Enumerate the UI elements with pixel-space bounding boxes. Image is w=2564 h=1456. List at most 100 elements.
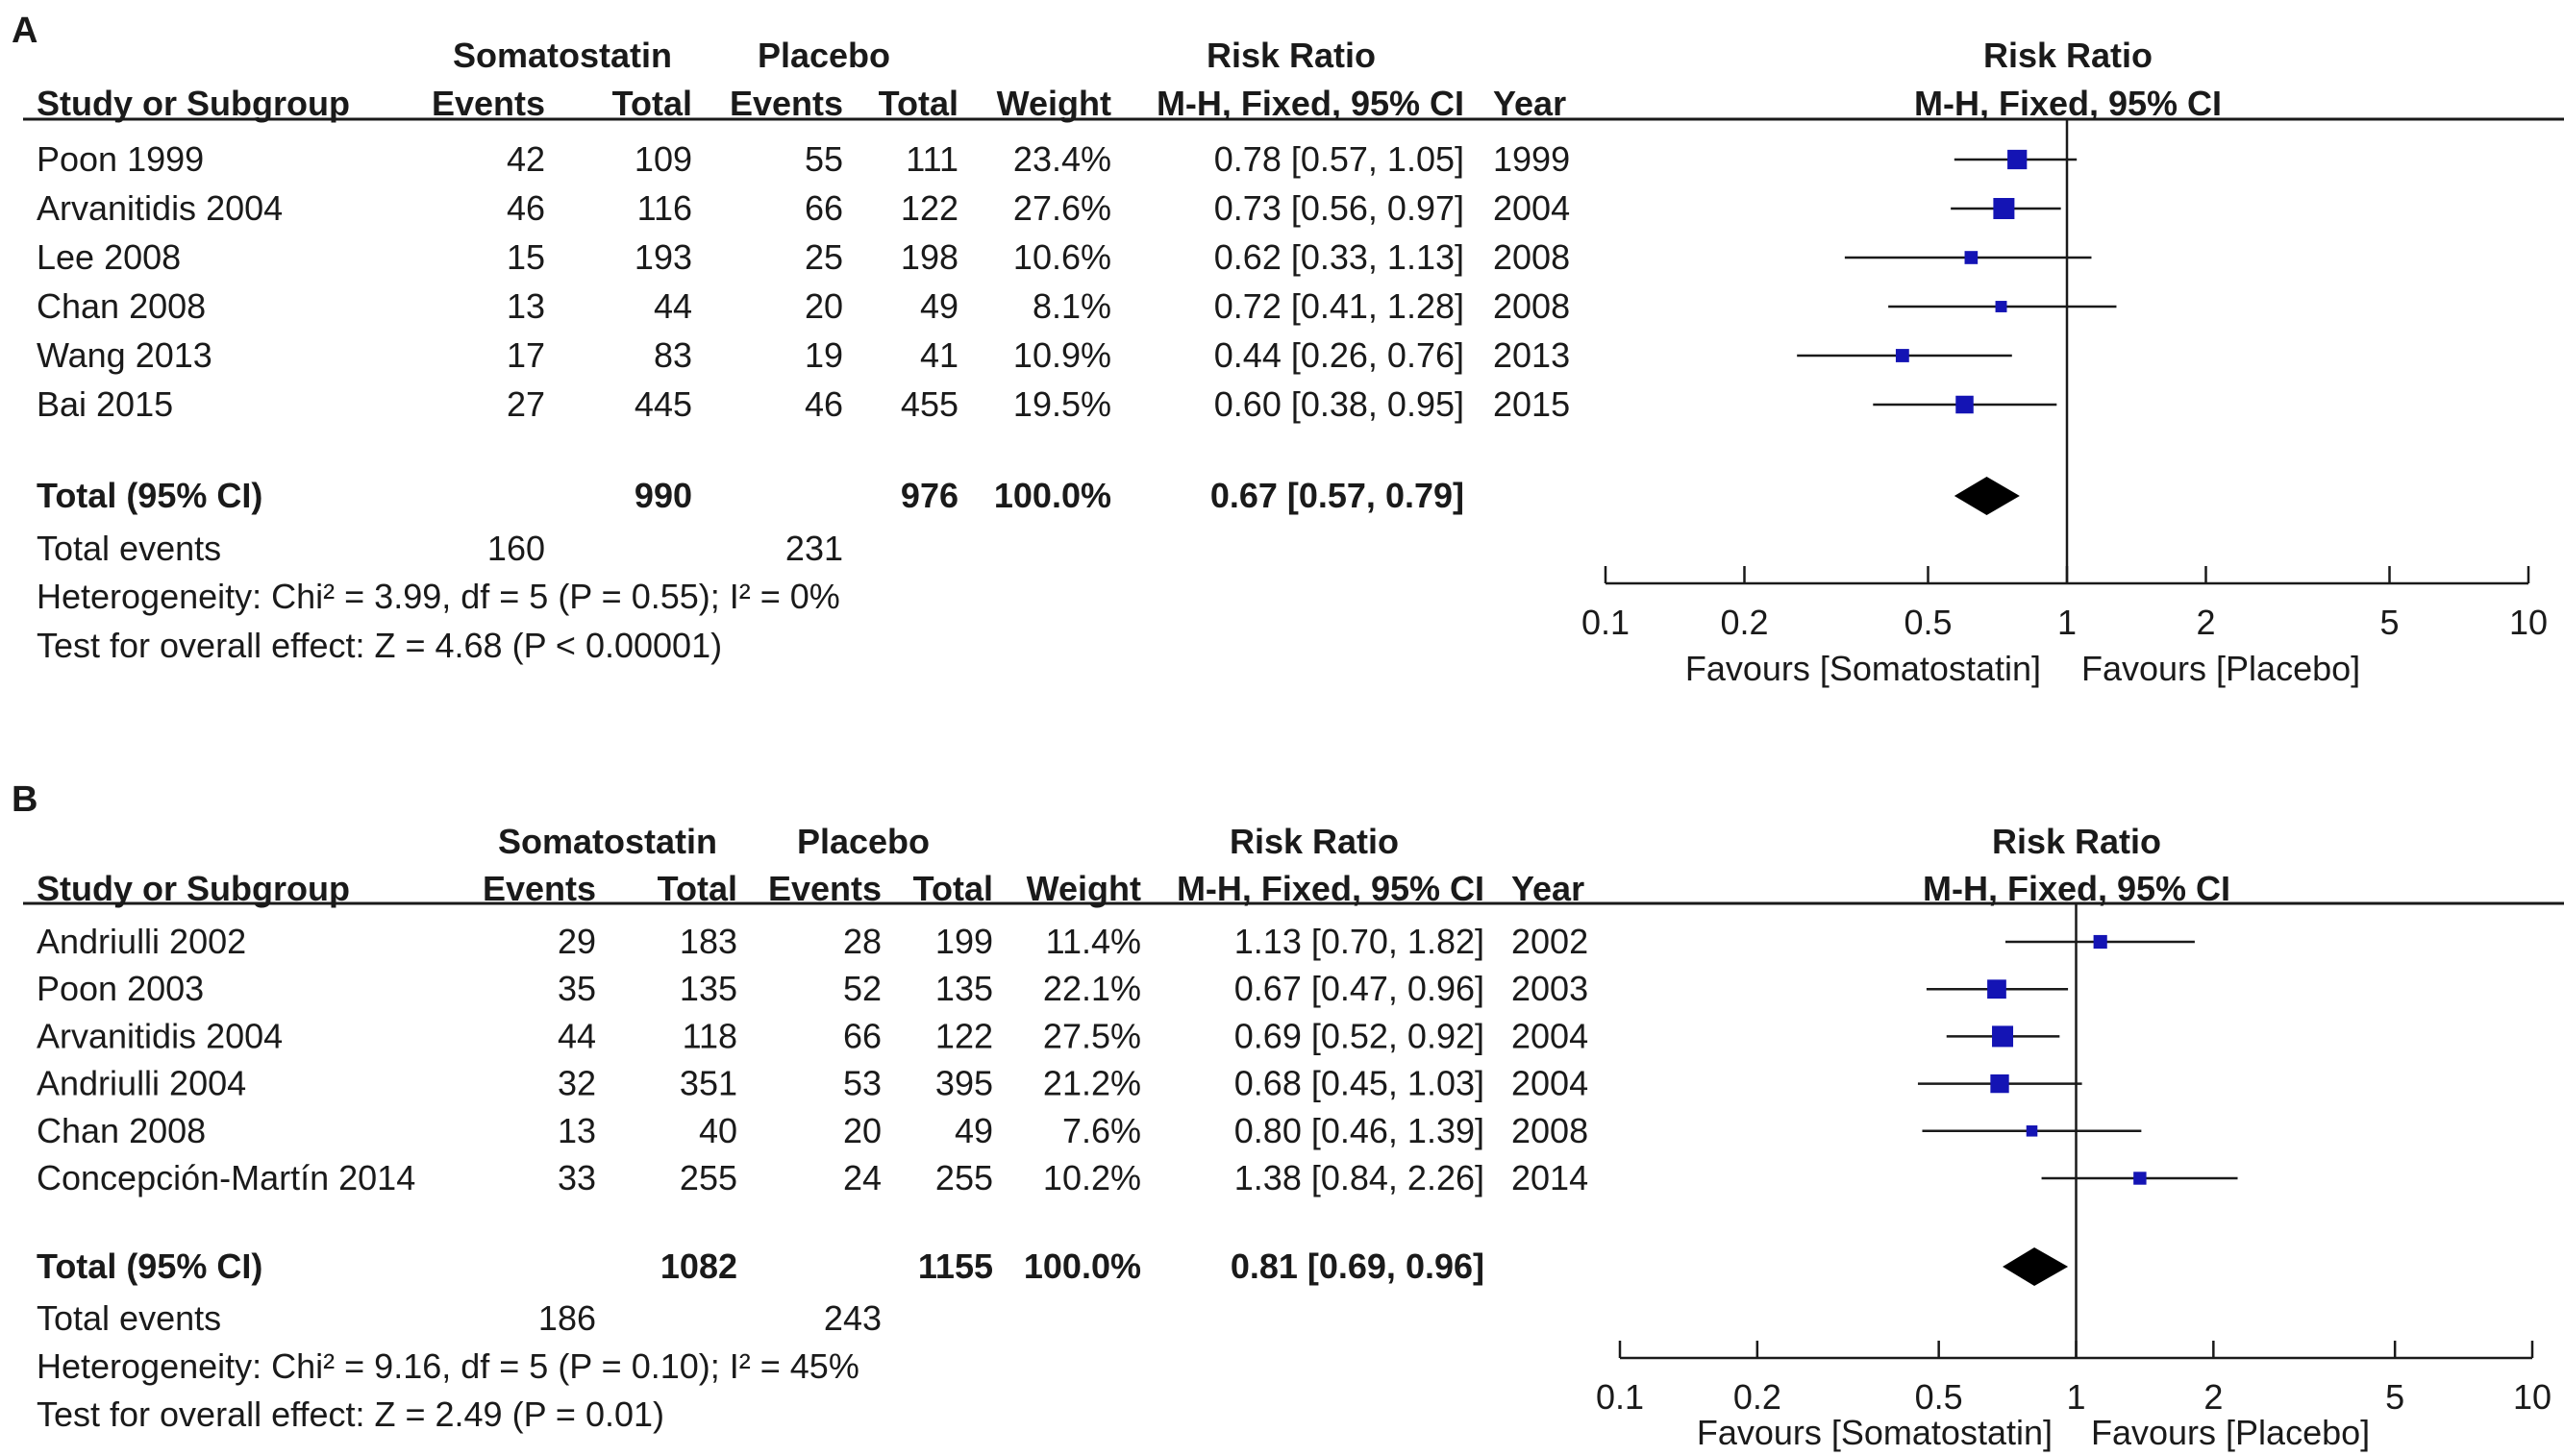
risk-ratio-ci: 0.80 [0.46, 1.39] (1234, 1111, 1484, 1150)
ctl-events: 66 (843, 1016, 882, 1055)
exp-total: 351 (680, 1064, 737, 1103)
study-marker (1987, 979, 2006, 999)
risk-ratio-ci: 0.62 [0.33, 1.13] (1214, 237, 1464, 277)
exp-events: 46 (507, 188, 545, 228)
study-marker (1895, 349, 1909, 362)
exp-events: 13 (507, 286, 545, 326)
plot-risk-ratio-header: Risk Ratio (1992, 822, 2161, 861)
exp-events: 44 (558, 1016, 596, 1055)
exp-total: 183 (680, 922, 737, 961)
pooled-estimate-diamond (1954, 477, 2020, 515)
study-year: 2002 (1511, 922, 1588, 961)
exp-events: 15 (507, 237, 545, 277)
column-header-exp-total: Total (658, 869, 737, 908)
total-ci: 0.81 [0.69, 0.96] (1231, 1246, 1484, 1286)
exp-total: 135 (680, 969, 737, 1008)
exp-events: 27 (507, 384, 545, 424)
forest-panel-b: B Somatostatin Placebo Risk Ratio Risk Ratio… (12, 779, 2564, 1452)
total-events-exp: 186 (538, 1298, 596, 1338)
risk-ratio-ci: 0.68 [0.45, 1.03] (1234, 1064, 1484, 1103)
ctl-events: 20 (805, 286, 843, 326)
total-events-label: Total events (37, 1298, 221, 1338)
total-weight: 100.0% (994, 476, 1111, 515)
study-marker (2133, 1172, 2147, 1185)
study-name: Andriulli 2002 (37, 922, 246, 961)
weight-value: 8.1% (1033, 286, 1111, 326)
panel-label: B (12, 779, 37, 820)
study-marker (2093, 934, 2107, 950)
column-header-rr-method: M-H, Fixed, 95% CI (1177, 869, 1484, 908)
ctl-total: 199 (935, 922, 993, 961)
column-header-exp-events: Events (483, 869, 596, 908)
x-tick-label: 1 (2066, 1377, 2085, 1417)
favours-right-label: Favours [Placebo] (2081, 649, 2360, 688)
study-marker (1993, 198, 2015, 219)
x-tick-label: 2 (2203, 1377, 2223, 1417)
column-header-ctl-events: Events (730, 84, 843, 123)
ctl-events: 24 (843, 1158, 882, 1197)
study-year: 2004 (1511, 1016, 1588, 1055)
study-name: Poon 2003 (37, 969, 204, 1008)
x-tick-label: 5 (2385, 1377, 2404, 1417)
x-tick-label: 0.1 (1596, 1377, 1644, 1417)
x-tick-label: 10 (2509, 603, 2548, 642)
risk-ratio-header: Risk Ratio (1207, 36, 1376, 75)
exp-total: 445 (635, 384, 692, 424)
study-name: Arvanitidis 2004 (37, 1016, 283, 1055)
ctl-events: 66 (805, 188, 843, 228)
study-year: 1999 (1493, 139, 1570, 179)
weight-value: 7.6% (1062, 1111, 1141, 1150)
weight-value: 10.9% (1013, 335, 1111, 375)
weight-value: 27.5% (1043, 1016, 1141, 1055)
column-header-year: Year (1511, 869, 1584, 908)
ctl-total: 111 (906, 139, 958, 179)
plot-header-rr-method: M-H, Fixed, 95% CI (1914, 84, 2222, 123)
ctl-total: 135 (935, 969, 993, 1008)
total-events-ctl: 243 (824, 1298, 882, 1338)
column-header-ctl-total: Total (879, 84, 958, 123)
exp-total: 116 (637, 188, 692, 228)
plot-risk-ratio-header: Risk Ratio (1983, 36, 2153, 75)
heterogeneity-stat: Heterogeneity: Chi² = 3.99, df = 5 (P = … (37, 577, 840, 616)
column-header-year: Year (1493, 84, 1566, 123)
weight-value: 11.4% (1046, 922, 1141, 961)
ctl-total: 122 (935, 1016, 993, 1055)
ctl-events: 53 (843, 1064, 882, 1103)
exp-events: 32 (558, 1064, 596, 1103)
group-header-experimental: Somatostatin (498, 822, 717, 861)
total-label: Total (95% CI) (37, 476, 262, 515)
study-year: 2003 (1511, 969, 1588, 1008)
weight-value: 10.6% (1013, 237, 1111, 277)
risk-ratio-ci: 0.73 [0.56, 0.97] (1214, 188, 1464, 228)
heterogeneity-stat: Heterogeneity: Chi² = 9.16, df = 5 (P = … (37, 1346, 859, 1386)
exp-total: 83 (654, 335, 692, 375)
risk-ratio-ci: 0.67 [0.47, 0.96] (1234, 969, 1484, 1008)
study-year: 2008 (1511, 1111, 1588, 1150)
exp-total: 255 (680, 1158, 737, 1197)
column-header-study: Study or Subgroup (37, 84, 350, 123)
x-tick-label: 0.2 (1720, 603, 1768, 642)
column-header-ctl-total: Total (913, 869, 993, 908)
exp-events: 42 (507, 139, 545, 179)
total-events-ctl: 231 (785, 529, 843, 568)
ctl-events: 20 (843, 1111, 882, 1150)
risk-ratio-ci: 0.78 [0.57, 1.05] (1214, 139, 1464, 179)
column-header-rr-method: M-H, Fixed, 95% CI (1157, 84, 1464, 123)
ctl-total: 198 (901, 237, 958, 277)
ctl-events: 25 (805, 237, 843, 277)
column-header-study: Study or Subgroup (37, 869, 350, 908)
study-year: 2013 (1493, 335, 1570, 375)
exp-events: 13 (558, 1111, 596, 1150)
ctl-total: 122 (901, 188, 958, 228)
group-header-control: Placebo (797, 822, 930, 861)
x-tick-label: 0.2 (1733, 1377, 1781, 1417)
risk-ratio-ci: 0.60 [0.38, 0.95] (1214, 384, 1464, 424)
study-name: Concepción-Martín 2014 (37, 1158, 415, 1197)
total-events-label: Total events (37, 529, 221, 568)
favours-left-label: Favours [Somatostatin] (1697, 1413, 2053, 1452)
study-marker (1995, 301, 2007, 312)
total-ci: 0.67 [0.57, 0.79] (1210, 476, 1464, 515)
weight-value: 22.1% (1043, 969, 1141, 1008)
total-exp: 990 (635, 476, 692, 515)
exp-events: 17 (507, 335, 545, 375)
